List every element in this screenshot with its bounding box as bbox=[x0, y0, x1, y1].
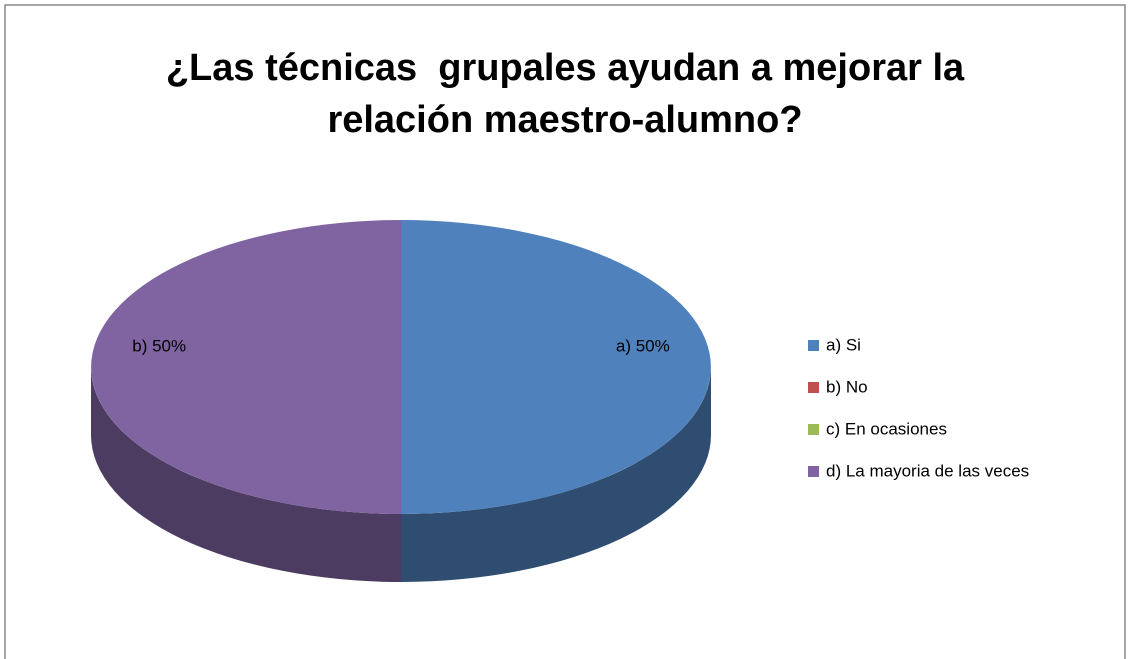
slice bbox=[91, 220, 402, 514]
data-label: b) 50% bbox=[132, 336, 186, 355]
legend-swatch bbox=[808, 424, 819, 435]
legend-label: d) La mayoria de las veces bbox=[826, 461, 1029, 480]
chart-title: ¿Las técnicas grupales ayudan a mejorar … bbox=[165, 47, 975, 141]
data-label: a) 50% bbox=[616, 336, 670, 355]
legend-swatch bbox=[808, 340, 819, 351]
legend-label: b) No bbox=[826, 377, 868, 396]
legend-label: a) Si bbox=[826, 335, 861, 354]
legend-swatch bbox=[808, 382, 819, 393]
slice-side bbox=[401, 367, 711, 582]
legend-swatch bbox=[808, 466, 819, 477]
chart-border bbox=[4, 4, 1126, 659]
slice-side bbox=[91, 367, 401, 582]
legend-label: c) En ocasiones bbox=[826, 419, 947, 438]
slice bbox=[401, 220, 711, 514]
